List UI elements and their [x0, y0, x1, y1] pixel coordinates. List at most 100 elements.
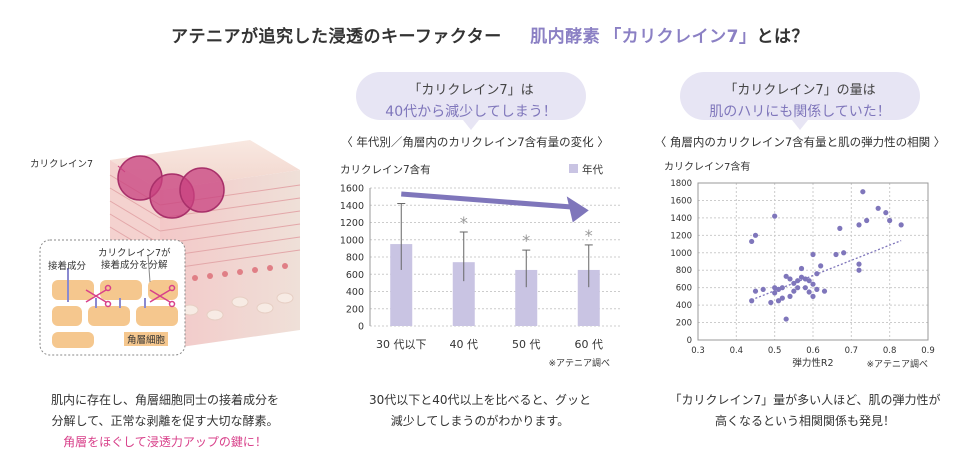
source-note: ※アテニア調べ: [866, 358, 928, 370]
y-tick-label: 200: [346, 304, 364, 315]
significance-mark: *: [460, 213, 468, 232]
scatter-point: [749, 298, 755, 304]
scatter-point: [783, 273, 789, 279]
enzyme-circle: [179, 167, 225, 213]
x-tick-label: 40 代: [450, 338, 479, 351]
scatter-point: [833, 251, 839, 258]
scatter-point: [821, 288, 828, 294]
enzyme-pointer: [117, 165, 126, 173]
left-caption-line3: 角層をほぐして浸透力アップの鍵に！: [63, 435, 267, 449]
kallikrein7-enzymes: [117, 155, 225, 219]
middle-bubble: 「カリクレイン7」は 40代から減少してしまう！: [356, 72, 586, 120]
y-tick-label: 800: [676, 266, 692, 276]
y-tick-label: 1200: [670, 231, 692, 241]
scatter-point: [864, 217, 870, 224]
x-tick-label: 0.8: [883, 346, 897, 356]
label-kallikrein7: カリクレイン7: [30, 159, 94, 170]
scatter-point: [883, 210, 889, 216]
left-caption: 肌内に存在し、角層細胞同士の接着成分を 分解して、正常な剥離を促す大切な酵素。 …: [20, 390, 310, 453]
skin-illustration: カリクレイン7 接着成分 カリクレイン7が 接着成分を分解 角層細胞: [0, 130, 330, 370]
scatter-point: [898, 222, 904, 228]
callout-line: [147, 254, 151, 283]
title-tail: とは？: [756, 27, 810, 47]
y-tick-label: 1400: [340, 201, 364, 212]
scatter-chart: カリクレイン7含有 0 200 400 600 800 1000 1200 1400 1600 18…: [664, 160, 935, 370]
scatter-point: [798, 265, 805, 272]
left-caption-line1: 肌内に存在し、角層細胞同士の接着成分を: [50, 393, 279, 407]
scatter-point: [772, 213, 778, 219]
bar: [452, 262, 475, 326]
scatter-point: [795, 278, 801, 284]
trend-arrow-shaft: [401, 191, 577, 210]
y-tick-label: 1400: [670, 214, 692, 224]
y-tick-label: 600: [676, 284, 692, 294]
scatter-point: [814, 286, 820, 293]
middle-subtitle: 〈 年代別／角層内のカリクレイン7含有量の変化 〉: [341, 135, 609, 149]
title-accent: 「カリクレイン7」: [604, 27, 757, 47]
scissors-icon: [85, 284, 176, 308]
source-note: ※アテニア調べ: [548, 357, 610, 369]
scatter-point: [802, 285, 808, 291]
scatter-point: [752, 288, 759, 294]
y-tick-label: 0: [687, 336, 692, 346]
y-axis-label: カリクレイン7含有: [340, 163, 431, 176]
plot-frame: [697, 182, 929, 341]
middle-bubble-line1: 「カリクレイン7」は: [408, 83, 534, 98]
scatter-point: [779, 295, 785, 301]
y-tick-label: 600: [346, 270, 364, 281]
y-tick-label: 1800: [670, 179, 692, 189]
scatter-point: [783, 316, 789, 322]
x-tick-label: 50 代: [512, 338, 541, 351]
y-tick-label: 0: [358, 322, 364, 333]
y-axis-label: カリクレイン7含有: [664, 160, 750, 173]
scatter-point: [818, 263, 824, 269]
skin-cube-illustration: [39, 140, 301, 356]
scatter-point: [760, 286, 766, 293]
bar: [577, 269, 600, 326]
x-tick-label: 0.4: [730, 346, 744, 356]
scatter-point: [810, 251, 816, 258]
scatter-point: [887, 217, 893, 224]
significance-mark: *: [522, 231, 530, 250]
middle-caption-line1: 30代以下と40代以上を比べると、グッと: [368, 393, 592, 407]
left-caption-line2: 分解して、正常な剥離を促す大切な酵素。: [51, 414, 279, 428]
legend-label: 年代: [582, 163, 603, 176]
y-tick-label: 1600: [340, 184, 364, 195]
scatter-point: [791, 280, 797, 286]
y-tick-label: 1200: [340, 218, 364, 229]
x-tick-label: 30 代以下: [376, 338, 427, 351]
middle-caption-line2: 減少してしまうのがわかります。: [390, 414, 570, 428]
scatter-point: [787, 293, 793, 299]
label-corneocyte: 角層細胞: [124, 332, 169, 346]
scatter-point: [806, 289, 812, 295]
scatter-point: [779, 285, 785, 291]
right-caption: 「カリクレイン7」量が多い人ほど、肌の弾力性が 高くなるという相関関係も発見！: [650, 390, 960, 432]
middle-caption: 30代以下と40代以上を比べると、グッと 減少してしまうのがわかります。: [330, 390, 630, 432]
right-bubble-line1: 「カリクレイン7」の量は: [724, 83, 876, 98]
scatter-point: [810, 281, 816, 287]
label-decompose: カリクレイン7が 接着成分を分解: [98, 248, 171, 271]
scatter-point: [875, 205, 881, 211]
y-tick-label: 200: [676, 319, 692, 329]
middle-bubble-tail: [463, 120, 479, 130]
right-caption-line2: 高くなるという相関関係も発見！: [714, 414, 895, 428]
x-tick-label: 0.7: [845, 346, 859, 356]
right-subtitle: 〈 角層内のカリクレイン7含有量と肌の弾力性の相関 〉: [654, 135, 946, 149]
y-tick-label: 400: [676, 301, 692, 311]
right-bubble-line2: 肌のハリにも関係していた！: [709, 104, 891, 120]
bar-chart: カリクレイン7含有 年代 0 200 400 600 800 1000 1200 1400 1600…: [340, 163, 620, 369]
scatter-point: [795, 285, 801, 291]
scatter-point: [775, 298, 782, 304]
title-main: アテニアが追究した浸透のキーファクター: [170, 27, 502, 47]
scatter-point: [841, 250, 847, 256]
x-axis-label: 弾力性R2: [792, 357, 833, 369]
label-adhesion: 接着成分: [48, 261, 87, 272]
x-tick-label: 0.9: [921, 346, 935, 356]
scatter-point: [856, 267, 862, 273]
scatter-point: [860, 189, 866, 195]
right-bubble: 「カリクレイン7」の量は 肌のハリにも関係していた！: [680, 72, 920, 120]
scatter-point: [810, 293, 816, 299]
significance-mark: *: [585, 226, 593, 245]
x-tick-label: 0.6: [806, 346, 820, 356]
trend-arrow-head: [566, 196, 589, 223]
